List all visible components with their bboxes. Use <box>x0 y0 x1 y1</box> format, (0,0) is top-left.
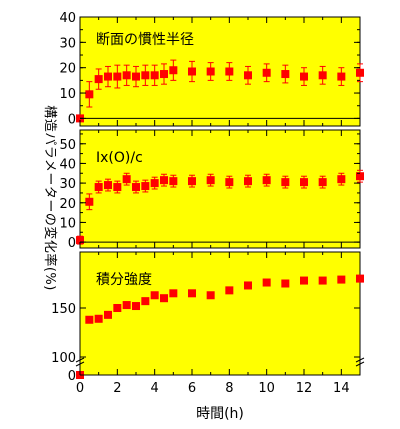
panel-1-data-point <box>85 90 94 99</box>
panel-3-title: 積分強度 <box>96 272 152 288</box>
panel-2-data-point <box>188 177 196 186</box>
panel-3-data-point <box>318 276 327 285</box>
xtick-label: 10 <box>258 381 275 396</box>
panel-1-ytick-label: 10 <box>59 87 76 102</box>
panel-1-data-point <box>104 72 112 81</box>
panel-1-title: 断面の慣性半径 <box>96 31 194 48</box>
xtick-label: 0 <box>76 381 84 396</box>
axis-break-mark-left <box>75 361 85 367</box>
panel-1-ytick-label: 20 <box>59 62 76 77</box>
panel-1-data-point <box>262 68 271 77</box>
panel-2-data-point <box>318 178 327 187</box>
panel-2-ytick-label: 50 <box>59 138 76 153</box>
panel-3-data-point <box>244 281 252 290</box>
panel-3-data-point <box>85 315 94 324</box>
panel-3-data-point <box>160 294 168 303</box>
panel-3-background <box>79 251 361 376</box>
panel-1-data-point <box>188 67 196 76</box>
xtick-label: 12 <box>296 381 313 396</box>
xtick-label: 6 <box>188 381 196 396</box>
panel-1-data-point <box>206 67 215 76</box>
panel-2-data-point <box>206 176 215 185</box>
panel-3-data-point <box>104 310 112 319</box>
panel-1-data-point <box>356 68 364 77</box>
panel-3-data-point <box>262 278 271 287</box>
panel-1-data-point <box>318 71 327 80</box>
panel-1-ytick-label: 0 <box>68 112 76 127</box>
panel-3-data-point <box>150 291 159 300</box>
panel-2-background <box>79 129 361 249</box>
panel-3-data-point <box>169 289 178 298</box>
panel-1-data-point <box>132 72 140 81</box>
panel-2-data-point <box>122 175 131 184</box>
panel-1-data-point <box>160 70 168 79</box>
panel-3-data-point <box>94 314 103 323</box>
panel-2-data-point <box>356 172 364 181</box>
panel-2-ytick-label: 20 <box>59 197 76 212</box>
panel-2-data-point <box>94 183 103 192</box>
panel-1-data-point <box>122 71 131 80</box>
x-axis-label: 時間(h) <box>196 406 244 422</box>
panel-1-ytick-label: 30 <box>59 36 76 51</box>
axis-break-mark-left <box>75 357 85 363</box>
panel-2-ytick-label: 30 <box>59 177 76 192</box>
panel-3-data-point <box>356 274 364 283</box>
panel-2-data-point <box>281 178 290 187</box>
panel-2-data-point <box>169 177 178 186</box>
panel-2-data-point <box>150 179 159 188</box>
data-layer <box>76 59 364 379</box>
panel-3-data-point <box>281 279 290 288</box>
panel-3-data-point <box>206 291 215 300</box>
panel-3-data-point <box>188 289 196 298</box>
panel-2-data-point <box>141 182 150 191</box>
panel-2-ytick-label: 0 <box>68 236 76 251</box>
panel-2-data-point <box>76 236 84 245</box>
axis-break-mark-right <box>355 357 365 363</box>
panel-1-data-point <box>281 70 290 79</box>
panel-3-data-point <box>300 276 308 285</box>
panel-2-data-point <box>225 178 234 187</box>
panel-2-ytick-label: 40 <box>59 157 76 172</box>
xtick-label: 14 <box>333 381 350 396</box>
panel-2-data-point <box>132 183 140 192</box>
panel-3-ytick-label: 0 <box>68 369 76 384</box>
panel-3-ytick-label: 100 <box>51 351 76 366</box>
panel-1-data-point <box>300 72 308 81</box>
panel-3-data-point <box>132 302 140 311</box>
xtick-label: 8 <box>225 381 233 396</box>
panel-3-data-point <box>113 304 122 312</box>
panel-1-data-point <box>94 75 103 84</box>
panel-3-ytick-label: 150 <box>51 302 76 317</box>
panel-1-data-point <box>337 72 346 81</box>
panel-1-data-point <box>244 71 252 80</box>
panel-2-data-point <box>113 183 122 192</box>
panel-2-data-point <box>244 177 252 186</box>
panel-3-data-point <box>337 275 346 284</box>
panel-2-data-point <box>300 178 308 187</box>
panel-3-data-point <box>122 301 131 310</box>
panel-2-data-point <box>160 176 168 185</box>
axis-break-mark-right <box>355 361 365 367</box>
panel-1-data-point <box>225 67 234 76</box>
xtick-label: 4 <box>151 381 159 396</box>
panel-1-ytick-label: 40 <box>59 11 76 26</box>
panel-2-data-point <box>262 176 271 185</box>
panel-2-ytick-label: 10 <box>59 216 76 231</box>
y-axis-label: 構造パラメーターの変化率(%) <box>42 105 58 291</box>
panel-2-data-point <box>85 197 94 206</box>
panel-2-data-point <box>337 175 346 184</box>
panel-1-data-point <box>113 72 122 81</box>
panel-2-data-point <box>104 181 112 190</box>
panel-2-title: Ix(O)/c <box>96 150 143 166</box>
panel-1-data-point <box>169 66 178 75</box>
panel-3-data-point <box>141 297 150 306</box>
panel-1-data-point <box>150 71 159 80</box>
xtick-label: 2 <box>113 381 121 396</box>
panel-1-data-point <box>141 71 150 80</box>
panel-3-data-point <box>225 286 234 295</box>
